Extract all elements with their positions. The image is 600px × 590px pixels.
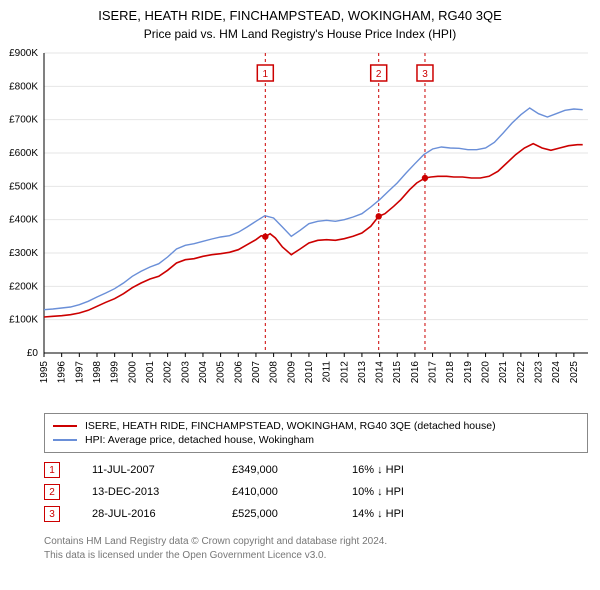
marker-table: 1 11-JUL-2007£349,00016% ↓ HPI 2 13-DEC-201…: [44, 459, 588, 525]
marker-badge-number: 2: [376, 69, 382, 80]
x-tick-label: 2025: [569, 361, 580, 384]
x-tick-label: 2016: [410, 361, 421, 384]
x-tick-label: 2003: [180, 361, 191, 384]
legend-row: HPI: Average price, detached house, Woki…: [53, 433, 579, 447]
marker-badge: 2: [44, 484, 60, 500]
x-tick-label: 2024: [551, 361, 562, 384]
marker-badge-number: 1: [263, 69, 269, 80]
marker-row: 3 28-JUL-2016£525,00014% ↓ HPI: [44, 503, 588, 525]
y-tick-label: £200K: [9, 281, 38, 292]
attribution-line: Contains HM Land Registry data © Crown c…: [44, 535, 588, 549]
x-tick-label: 2022: [516, 361, 527, 384]
x-tick-label: 1997: [74, 361, 85, 384]
x-tick-label: 2000: [127, 361, 138, 384]
y-tick-label: £400K: [9, 215, 38, 226]
marker-badge-number: 3: [422, 69, 428, 80]
x-tick-label: 2012: [339, 361, 350, 384]
marker-diff: 10% ↓ HPI: [352, 486, 472, 498]
attribution: Contains HM Land Registry data © Crown c…: [44, 535, 588, 562]
x-tick-label: 2015: [392, 361, 403, 384]
marker-dot: [422, 175, 428, 181]
legend-label: ISERE, HEATH RIDE, FINCHAMPSTEAD, WOKING…: [85, 420, 496, 432]
marker-date: 13-DEC-2013: [92, 486, 232, 498]
legend-label: HPI: Average price, detached house, Woki…: [85, 434, 314, 446]
marker-price: £349,000: [232, 464, 352, 476]
y-tick-label: £800K: [9, 81, 38, 92]
marker-badge: 1: [44, 462, 60, 478]
x-tick-label: 1998: [92, 361, 103, 384]
x-tick-label: 2005: [216, 361, 227, 384]
x-tick-label: 2018: [445, 361, 456, 384]
legend-swatch: [53, 439, 77, 441]
x-tick-label: 1996: [57, 361, 68, 384]
marker-dot: [262, 233, 268, 239]
chart-subtitle: Price paid vs. HM Land Registry's House …: [10, 27, 590, 41]
x-tick-label: 2008: [269, 361, 280, 384]
marker-date: 11-JUL-2007: [92, 464, 232, 476]
x-tick-label: 1999: [110, 361, 121, 384]
marker-row: 1 11-JUL-2007£349,00016% ↓ HPI: [44, 459, 588, 481]
marker-diff: 16% ↓ HPI: [352, 464, 472, 476]
x-tick-label: 2019: [463, 361, 474, 384]
x-tick-label: 2009: [286, 361, 297, 384]
legend: ISERE, HEATH RIDE, FINCHAMPSTEAD, WOKING…: [44, 413, 588, 453]
y-tick-label: £900K: [9, 48, 38, 59]
x-tick-label: 2011: [322, 361, 333, 383]
chart-svg: £0 £100K £200K £300K £400K £500K £600K £700K £80…: [0, 45, 600, 405]
x-tick-label: 2007: [251, 361, 262, 384]
legend-row: ISERE, HEATH RIDE, FINCHAMPSTEAD, WOKING…: [53, 419, 579, 433]
marker-diff: 14% ↓ HPI: [352, 508, 472, 520]
series-property: [44, 144, 583, 317]
marker-row: 2 13-DEC-2013£410,00010% ↓ HPI: [44, 481, 588, 503]
y-tick-label: £300K: [9, 248, 38, 259]
x-tick-label: 2014: [375, 361, 386, 384]
x-tick-label: 2013: [357, 361, 368, 384]
chart-title: ISERE, HEATH RIDE, FINCHAMPSTEAD, WOKING…: [10, 8, 590, 23]
x-tick-label: 2004: [198, 361, 209, 384]
x-tick-label: 2020: [481, 361, 492, 384]
y-tick-label: £500K: [9, 181, 38, 192]
y-tick-label: £0: [27, 348, 39, 359]
chart-area: £0 £100K £200K £300K £400K £500K £600K £700K £80…: [0, 45, 600, 405]
x-tick-label: 2006: [233, 361, 244, 384]
x-tick-label: 2010: [304, 361, 315, 384]
marker-date: 28-JUL-2016: [92, 508, 232, 520]
series-hpi: [44, 108, 583, 310]
marker-badge: 3: [44, 506, 60, 522]
y-tick-label: £100K: [9, 315, 38, 326]
chart-container: ISERE, HEATH RIDE, FINCHAMPSTEAD, WOKING…: [0, 0, 600, 562]
x-tick-label: 2023: [534, 361, 545, 384]
legend-swatch: [53, 425, 77, 427]
x-tick-label: 2017: [428, 361, 439, 384]
marker-price: £410,000: [232, 486, 352, 498]
x-tick-label: 2001: [145, 361, 156, 384]
x-tick-label: 2002: [163, 361, 174, 384]
y-tick-label: £700K: [9, 115, 38, 126]
x-tick-label: 1995: [39, 361, 50, 384]
marker-price: £525,000: [232, 508, 352, 520]
attribution-line: This data is licensed under the Open Gov…: [44, 549, 588, 563]
title-block: ISERE, HEATH RIDE, FINCHAMPSTEAD, WOKING…: [0, 0, 600, 45]
x-tick-label: 2021: [498, 361, 509, 384]
marker-dot: [376, 213, 382, 219]
y-tick-label: £600K: [9, 148, 38, 159]
